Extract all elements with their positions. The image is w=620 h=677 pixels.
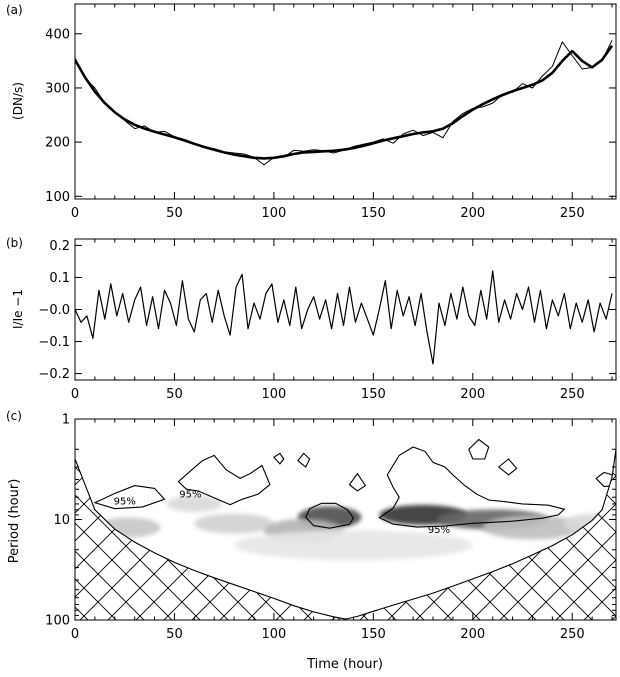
x-tick-label: 100	[261, 627, 286, 642]
x-tick-label: 50	[166, 206, 183, 221]
panel-a-label: (a)	[6, 3, 23, 17]
panel-c-label: (c)	[6, 409, 22, 423]
x-tick-label: 150	[361, 387, 386, 402]
significance-contour-95	[468, 438, 490, 460]
y-tick-label: 0.1	[49, 271, 70, 286]
raw-series-line	[75, 40, 613, 166]
x-tick-label: 250	[560, 206, 585, 221]
x-tick-label: 150	[361, 627, 386, 642]
panel-c-contours	[93, 438, 615, 529]
panel-a-frame	[74, 3, 617, 200]
panel-a-ticks: 0 50 100 150 200 250 100 200 300 400	[45, 4, 616, 221]
panel-b-series	[75, 270, 613, 365]
y-tick-label: −0.2	[38, 367, 70, 382]
significance-contour-95	[297, 452, 311, 468]
y-tick-label: 100	[45, 614, 70, 629]
significance-contour-95	[305, 502, 355, 529]
x-tick-label: 150	[361, 206, 386, 221]
smoothed-series-line	[75, 44, 614, 160]
x-tick-label: 250	[560, 387, 585, 402]
cone-of-influence-line	[75, 449, 616, 620]
y-tick-label: 200	[45, 136, 70, 151]
x-tick-label: 200	[460, 206, 485, 221]
significance-contour-95	[348, 472, 367, 492]
panel-b-label: (b)	[6, 236, 23, 250]
x-tick-label: 200	[460, 387, 485, 402]
panel-b-ylabel: I/Ie −1	[11, 289, 25, 329]
panel-c: (c) Period (hour) 95% 95% 95% 0 50 100 150 200…	[6, 409, 617, 672]
x-tick-label: 100	[261, 206, 286, 221]
cone-of-influence-hatch	[75, 449, 616, 620]
power-region	[234, 530, 473, 561]
x-tick-label: 250	[560, 627, 585, 642]
y-tick-label: 10	[53, 513, 70, 528]
y-tick-label: 300	[45, 81, 70, 96]
contour-label: 95%	[114, 497, 136, 508]
x-tick-label: 0	[71, 627, 79, 642]
y-tick-label: 0.2	[49, 239, 70, 254]
x-tick-label: 50	[166, 387, 183, 402]
significance-contour-95	[273, 452, 285, 465]
x-tick-label: 100	[261, 387, 286, 402]
y-tick-label: 1	[62, 413, 70, 428]
panel-b-ticks: 0 50 100 150 200 250 −0.2 −0.1 −0.0 0.1 0.2	[38, 239, 616, 402]
panel-c-ticks: 0 50 100 150 200 250 1 10 100	[45, 413, 616, 642]
detrended-series-line	[75, 270, 613, 365]
y-tick-label: 100	[45, 190, 70, 205]
power-region	[194, 513, 274, 534]
significance-contour-95	[177, 454, 271, 506]
panel-b: (b) I/Ie −1 0 50 100 150 200 250−0.2−0.1−0.00…	[6, 236, 617, 402]
significance-contour-95	[497, 458, 518, 476]
panel-a-series	[75, 40, 614, 166]
contour-label: 95%	[179, 489, 201, 500]
y-tick-label: −0.0	[38, 303, 70, 318]
contour-label: 95%	[428, 525, 450, 536]
x-tick-label: 0	[71, 206, 79, 221]
panel-c-xlabel: Time (hour)	[306, 657, 383, 672]
panel-a: (a) (DN/s) 0 50 100 150 200 250 100 200 300 400	[6, 3, 617, 221]
significance-contour-95	[93, 485, 166, 510]
x-tick-label: 0	[71, 387, 79, 402]
x-tick-label: 50	[166, 627, 183, 642]
power-region	[166, 495, 223, 512]
panel-c-contour-labels: 95% 95% 95%	[114, 489, 450, 536]
y-tick-label: −0.1	[38, 335, 70, 350]
y-tick-label: 400	[45, 27, 70, 42]
panel-c-coi	[75, 449, 616, 620]
panel-c-ylabel: Period (hour)	[7, 479, 22, 564]
panel-a-ylabel: (DN/s)	[11, 82, 25, 120]
x-tick-label: 200	[460, 627, 485, 642]
significance-contour-95	[378, 446, 566, 528]
